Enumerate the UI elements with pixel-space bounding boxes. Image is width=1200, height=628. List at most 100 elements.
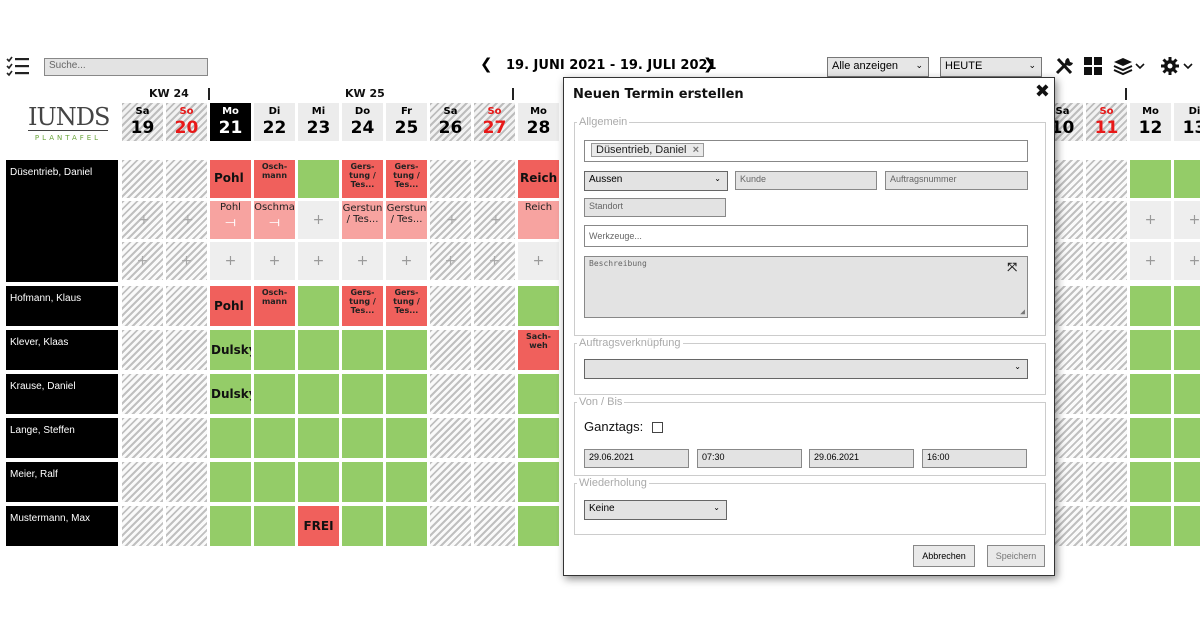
- site-input[interactable]: Standort: [584, 198, 726, 217]
- free-cell[interactable]: [298, 286, 339, 326]
- appointment-block[interactable]: Gers- tung / Tes...: [386, 286, 427, 326]
- free-cell[interactable]: [386, 462, 427, 502]
- free-cell[interactable]: [210, 462, 251, 502]
- add-appointment-button[interactable]: +: [1130, 201, 1171, 239]
- free-cell[interactable]: [386, 374, 427, 414]
- free-cell[interactable]: [298, 462, 339, 502]
- free-cell[interactable]: [518, 462, 559, 502]
- free-cell[interactable]: [386, 330, 427, 370]
- expand-icon[interactable]: ⤧: [1007, 260, 1017, 274]
- add-appointment-button[interactable]: +: [490, 212, 502, 228]
- appointment-block[interactable]: Pohl ⟞: [210, 201, 251, 239]
- day-header[interactable]: So 27: [474, 103, 515, 141]
- search-input[interactable]: Suche...: [44, 58, 208, 76]
- free-cell[interactable]: [1130, 418, 1171, 458]
- layers-icon[interactable]: [1113, 56, 1147, 76]
- appointment-block[interactable]: Gers- tung / Tes...: [342, 286, 383, 326]
- add-appointment-button[interactable]: +: [254, 242, 295, 280]
- free-cell[interactable]: [298, 330, 339, 370]
- employee-name[interactable]: Mustermann, Max: [6, 506, 118, 546]
- free-cell[interactable]: [342, 374, 383, 414]
- free-cell[interactable]: [342, 330, 383, 370]
- employee-name[interactable]: Meier, Ralf: [6, 462, 118, 502]
- appointment-block[interactable]: Gers- tung / Tes...: [386, 160, 427, 198]
- free-cell[interactable]: [1174, 160, 1200, 198]
- free-cell[interactable]: [1174, 374, 1200, 414]
- order-link-select[interactable]: ⌄: [584, 359, 1028, 379]
- free-cell[interactable]: [1130, 374, 1171, 414]
- free-cell[interactable]: [254, 330, 295, 370]
- day-header[interactable]: Di13: [1174, 103, 1200, 141]
- appointment-block[interactable]: Dulsky: [210, 374, 251, 414]
- appointment-block[interactable]: Pohl: [210, 160, 251, 198]
- location-type-select[interactable]: Aussen ⌄: [584, 171, 728, 191]
- day-header[interactable]: Di 22: [254, 103, 295, 141]
- free-cell[interactable]: [1130, 462, 1171, 502]
- order-number-input[interactable]: Auftragsnummer: [885, 171, 1028, 190]
- repeat-select[interactable]: Keine ⌄: [584, 500, 727, 520]
- add-appointment-button[interactable]: +: [1174, 242, 1200, 280]
- day-header[interactable]: Mo 12: [1130, 103, 1171, 141]
- appointment-block[interactable]: FREI: [298, 506, 339, 546]
- day-header[interactable]: So 20: [166, 103, 207, 141]
- free-cell[interactable]: [1130, 506, 1171, 546]
- free-cell[interactable]: [210, 418, 251, 458]
- description-textarea[interactable]: Beschreibung ⤧ ◢: [584, 256, 1028, 318]
- employee-name[interactable]: Hofmann, Klaus: [6, 286, 118, 326]
- free-cell[interactable]: [298, 160, 339, 198]
- day-header[interactable]: Mo 21: [210, 103, 251, 141]
- filter-select[interactable]: Alle anzeigen ⌄: [827, 57, 929, 77]
- add-appointment-button[interactable]: +: [1174, 201, 1200, 239]
- day-header[interactable]: Sa 19: [122, 103, 163, 141]
- employee-name[interactable]: Düsentrieb, Daniel: [6, 160, 118, 282]
- menu-list-icon[interactable]: [6, 55, 30, 77]
- end-time-input[interactable]: 16:00: [922, 449, 1027, 468]
- grid-view-icon[interactable]: [1084, 57, 1102, 75]
- day-header[interactable]: Mi 23: [298, 103, 339, 141]
- appointment-block[interactable]: Osch- mann: [254, 160, 295, 198]
- start-time-input[interactable]: 07:30: [697, 449, 802, 468]
- save-button[interactable]: Speichern: [987, 545, 1045, 567]
- free-cell[interactable]: [342, 418, 383, 458]
- add-appointment-button[interactable]: +: [138, 212, 150, 228]
- free-cell[interactable]: [1174, 330, 1200, 370]
- start-date-input[interactable]: 29.06.2021: [584, 449, 689, 468]
- free-cell[interactable]: [1130, 330, 1171, 370]
- free-cell[interactable]: [518, 374, 559, 414]
- day-header[interactable]: Sa 26: [430, 103, 471, 141]
- free-cell[interactable]: [1130, 286, 1171, 326]
- free-cell[interactable]: [254, 418, 295, 458]
- add-appointment-button[interactable]: +: [298, 201, 339, 239]
- appointment-block[interactable]: Oschma ⟞: [254, 201, 295, 239]
- today-select[interactable]: HEUTE ⌄: [940, 57, 1042, 77]
- allday-checkbox[interactable]: [652, 422, 663, 433]
- add-appointment-button[interactable]: +: [518, 242, 559, 280]
- appointment-block[interactable]: Gerstun / Tes...: [342, 201, 383, 239]
- settings-gear-icon[interactable]: [1160, 56, 1196, 76]
- next-range-button[interactable]: ❯: [703, 55, 716, 73]
- appointment-block[interactable]: Dulsky: [210, 330, 251, 370]
- free-cell[interactable]: [254, 506, 295, 546]
- free-cell[interactable]: [254, 462, 295, 502]
- free-cell[interactable]: [386, 418, 427, 458]
- appointment-block[interactable]: Sach- weh: [518, 330, 559, 370]
- close-icon[interactable]: ✖: [1034, 81, 1050, 102]
- add-appointment-button[interactable]: +: [210, 242, 251, 280]
- customer-input[interactable]: Kunde: [735, 171, 877, 190]
- free-cell[interactable]: [254, 374, 295, 414]
- free-cell[interactable]: [1174, 418, 1200, 458]
- appointment-block[interactable]: Pohl: [210, 286, 251, 326]
- add-appointment-button[interactable]: +: [446, 212, 458, 228]
- day-header[interactable]: Do 24: [342, 103, 383, 141]
- appointment-block[interactable]: Osch- mann: [254, 286, 295, 326]
- employee-name[interactable]: Klever, Klaas: [6, 330, 118, 370]
- free-cell[interactable]: [1174, 462, 1200, 502]
- free-cell[interactable]: [1130, 160, 1171, 198]
- tools-icon[interactable]: [1054, 56, 1076, 76]
- free-cell[interactable]: [518, 286, 559, 326]
- day-header[interactable]: Mo 28: [518, 103, 559, 141]
- employee-name[interactable]: Krause, Daniel: [6, 374, 118, 414]
- free-cell[interactable]: [518, 506, 559, 546]
- employee-tag-input[interactable]: Düsentrieb, Daniel ×: [584, 140, 1028, 162]
- appointment-block[interactable]: Gers- tung / Tes...: [342, 160, 383, 198]
